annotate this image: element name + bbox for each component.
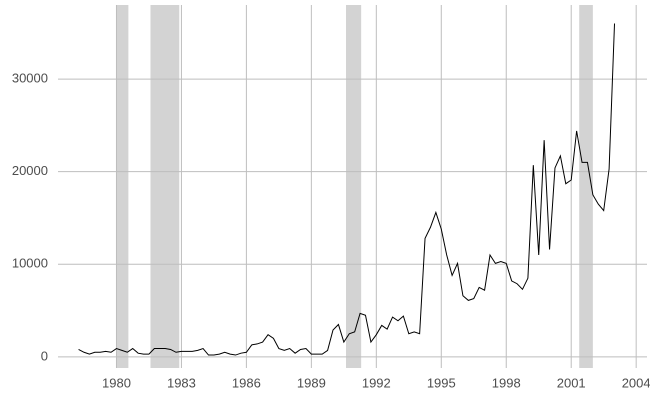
recession-band bbox=[150, 5, 180, 368]
x-tick-label: 1995 bbox=[427, 375, 456, 390]
x-tick-label: 1989 bbox=[297, 375, 326, 390]
series-line bbox=[78, 23, 616, 356]
recession-band bbox=[346, 5, 362, 368]
x-tick-label: 2001 bbox=[557, 375, 586, 390]
x-tick-label: 1992 bbox=[362, 375, 391, 390]
y-tick-label: 10000 bbox=[12, 256, 48, 271]
x-tick-label: 1983 bbox=[167, 375, 196, 390]
x-tick-label: 1998 bbox=[492, 375, 521, 390]
y-tick-label: 0 bbox=[41, 348, 48, 363]
x-tick-label: 1986 bbox=[232, 375, 261, 390]
recession-band bbox=[116, 5, 129, 368]
recession-band bbox=[579, 5, 593, 368]
y-tick-label: 30000 bbox=[12, 71, 48, 86]
y-tick-label: 20000 bbox=[12, 163, 48, 178]
x-tick-label: 2004 bbox=[622, 375, 650, 390]
x-tick-label: 1980 bbox=[102, 375, 131, 390]
